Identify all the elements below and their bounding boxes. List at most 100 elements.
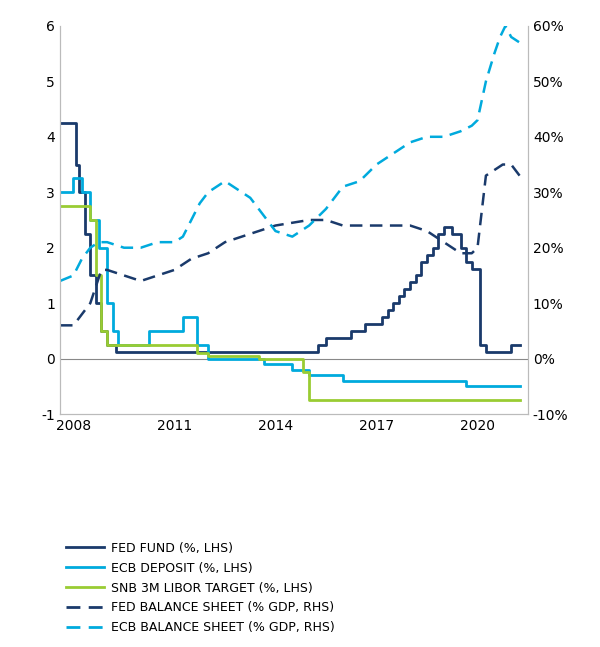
FED BALANCE SHEET (% GDP, RHS)	[305, 216, 313, 224]
FED FUND (%, LHS)	[457, 244, 464, 252]
ECB DEPOSIT (%, LHS)	[109, 327, 116, 334]
SNB 3M LIBOR TARGET (%, LHS)	[440, 397, 448, 404]
ECB BALANCE SHEET (% GDP, RHS)	[104, 238, 111, 246]
ECB BALANCE SHEET (% GDP, RHS)	[516, 39, 523, 47]
FED BALANCE SHEET (% GDP, RHS)	[171, 266, 178, 274]
FED FUND (%, LHS)	[508, 341, 515, 349]
FED BALANCE SHEET (% GDP, RHS)	[70, 322, 77, 329]
ECB DEPOSIT (%, LHS)	[115, 341, 122, 349]
FED BALANCE SHEET (% GDP, RHS)	[407, 222, 414, 230]
FED FUND (%, LHS)	[171, 348, 178, 356]
Line: FED BALANCE SHEET (% GDP, RHS): FED BALANCE SHEET (% GDP, RHS)	[60, 164, 520, 325]
ECB DEPOSIT (%, LHS)	[305, 371, 313, 379]
SNB 3M LIBOR TARGET (%, LHS)	[70, 203, 77, 210]
FED FUND (%, LHS)	[424, 251, 431, 259]
FED FUND (%, LHS)	[373, 320, 380, 328]
FED BALANCE SHEET (% GDP, RHS)	[221, 238, 229, 246]
FED FUND (%, LHS)	[491, 348, 498, 356]
ECB BALANCE SHEET (% GDP, RHS)	[305, 222, 313, 230]
FED FUND (%, LHS)	[434, 230, 442, 237]
SNB 3M LIBOR TARGET (%, LHS)	[104, 341, 111, 349]
FED FUND (%, LHS)	[476, 341, 484, 349]
FED BALANCE SHEET (% GDP, RHS)	[457, 249, 464, 257]
ECB DEPOSIT (%, LHS)	[457, 377, 464, 385]
SNB 3M LIBOR TARGET (%, LHS)	[171, 341, 178, 349]
FED FUND (%, LHS)	[87, 272, 94, 280]
Line: SNB 3M LIBOR TARGET (%, LHS): SNB 3M LIBOR TARGET (%, LHS)	[60, 206, 520, 400]
ECB BALANCE SHEET (% GDP, RHS)	[171, 238, 178, 246]
FED BALANCE SHEET (% GDP, RHS)	[339, 222, 346, 230]
ECB DEPOSIT (%, LHS)	[516, 382, 523, 390]
ECB DEPOSIT (%, LHS)	[171, 327, 178, 334]
ECB DEPOSIT (%, LHS)	[213, 355, 220, 362]
SNB 3M LIBOR TARGET (%, LHS)	[109, 341, 116, 349]
FED FUND (%, LHS)	[238, 348, 245, 356]
ECB DEPOSIT (%, LHS)	[179, 313, 187, 321]
ECB DEPOSIT (%, LHS)	[278, 360, 285, 368]
FED BALANCE SHEET (% GDP, RHS)	[98, 266, 105, 274]
SNB 3M LIBOR TARGET (%, LHS)	[474, 397, 481, 404]
ECB BALANCE SHEET (% GDP, RHS)	[339, 183, 346, 191]
ECB BALANCE SHEET (% GDP, RHS)	[205, 188, 212, 196]
SNB 3M LIBOR TARGET (%, LHS)	[457, 397, 464, 404]
ECB DEPOSIT (%, LHS)	[78, 188, 85, 196]
ECB BALANCE SHEET (% GDP, RHS)	[496, 33, 503, 41]
FED FUND (%, LHS)	[362, 320, 369, 328]
FED BALANCE SHEET (% GDP, RHS)	[468, 249, 475, 257]
FED FUND (%, LHS)	[482, 348, 490, 356]
FED FUND (%, LHS)	[272, 348, 279, 356]
SNB 3M LIBOR TARGET (%, LHS)	[300, 369, 307, 377]
FED FUND (%, LHS)	[356, 327, 363, 334]
FED FUND (%, LHS)	[112, 348, 119, 356]
ECB DEPOSIT (%, LHS)	[221, 355, 229, 362]
SNB 3M LIBOR TARGET (%, LHS)	[339, 397, 346, 404]
FED BALANCE SHEET (% GDP, RHS)	[238, 233, 245, 241]
ECB BALANCE SHEET (% GDP, RHS)	[255, 205, 262, 213]
FED FUND (%, LHS)	[305, 348, 313, 356]
FED BALANCE SHEET (% GDP, RHS)	[491, 166, 498, 174]
FED FUND (%, LHS)	[347, 327, 355, 334]
ECB BALANCE SHEET (% GDP, RHS)	[457, 127, 464, 135]
FED FUND (%, LHS)	[401, 285, 408, 293]
FED BALANCE SHEET (% GDP, RHS)	[87, 300, 94, 307]
ECB BALANCE SHEET (% GDP, RHS)	[213, 183, 220, 191]
ECB BALANCE SHEET (% GDP, RHS)	[407, 138, 414, 146]
Line: FED FUND (%, LHS): FED FUND (%, LHS)	[60, 123, 520, 352]
FED FUND (%, LHS)	[314, 341, 321, 349]
FED FUND (%, LHS)	[499, 348, 506, 356]
ECB DEPOSIT (%, LHS)	[339, 377, 346, 385]
FED BALANCE SHEET (% GDP, RHS)	[104, 266, 111, 274]
SNB 3M LIBOR TARGET (%, LHS)	[87, 216, 94, 224]
FED BALANCE SHEET (% GDP, RHS)	[272, 222, 279, 230]
SNB 3M LIBOR TARGET (%, LHS)	[137, 341, 145, 349]
ECB BALANCE SHEET (% GDP, RHS)	[440, 133, 448, 140]
FED FUND (%, LHS)	[98, 327, 105, 334]
FED BALANCE SHEET (% GDP, RHS)	[390, 222, 397, 230]
ECB BALANCE SHEET (% GDP, RHS)	[221, 177, 229, 185]
SNB 3M LIBOR TARGET (%, LHS)	[373, 397, 380, 404]
ECB BALANCE SHEET (% GDP, RHS)	[137, 244, 145, 252]
SNB 3M LIBOR TARGET (%, LHS)	[205, 352, 212, 360]
ECB BALANCE SHEET (% GDP, RHS)	[272, 227, 279, 235]
SNB 3M LIBOR TARGET (%, LHS)	[255, 355, 262, 362]
SNB 3M LIBOR TARGET (%, LHS)	[188, 341, 195, 349]
ECB BALANCE SHEET (% GDP, RHS)	[56, 277, 64, 285]
FED FUND (%, LHS)	[322, 334, 329, 342]
ECB BALANCE SHEET (% GDP, RHS)	[238, 188, 245, 196]
FED FUND (%, LHS)	[440, 223, 448, 231]
FED BALANCE SHEET (% GDP, RHS)	[255, 227, 262, 235]
FED FUND (%, LHS)	[137, 348, 145, 356]
FED BALANCE SHEET (% GDP, RHS)	[129, 274, 136, 282]
ECB BALANCE SHEET (% GDP, RHS)	[188, 216, 195, 224]
ECB BALANCE SHEET (% GDP, RHS)	[247, 194, 254, 202]
ECB DEPOSIT (%, LHS)	[121, 341, 128, 349]
FED FUND (%, LHS)	[429, 244, 436, 252]
FED BALANCE SHEET (% GDP, RHS)	[188, 255, 195, 263]
ECB BALANCE SHEET (% GDP, RHS)	[390, 149, 397, 157]
ECB DEPOSIT (%, LHS)	[56, 188, 64, 196]
ECB BALANCE SHEET (% GDP, RHS)	[508, 33, 515, 41]
FED FUND (%, LHS)	[516, 341, 523, 349]
SNB 3M LIBOR TARGET (%, LHS)	[98, 327, 105, 334]
SNB 3M LIBOR TARGET (%, LHS)	[56, 203, 64, 210]
SNB 3M LIBOR TARGET (%, LHS)	[92, 272, 100, 280]
